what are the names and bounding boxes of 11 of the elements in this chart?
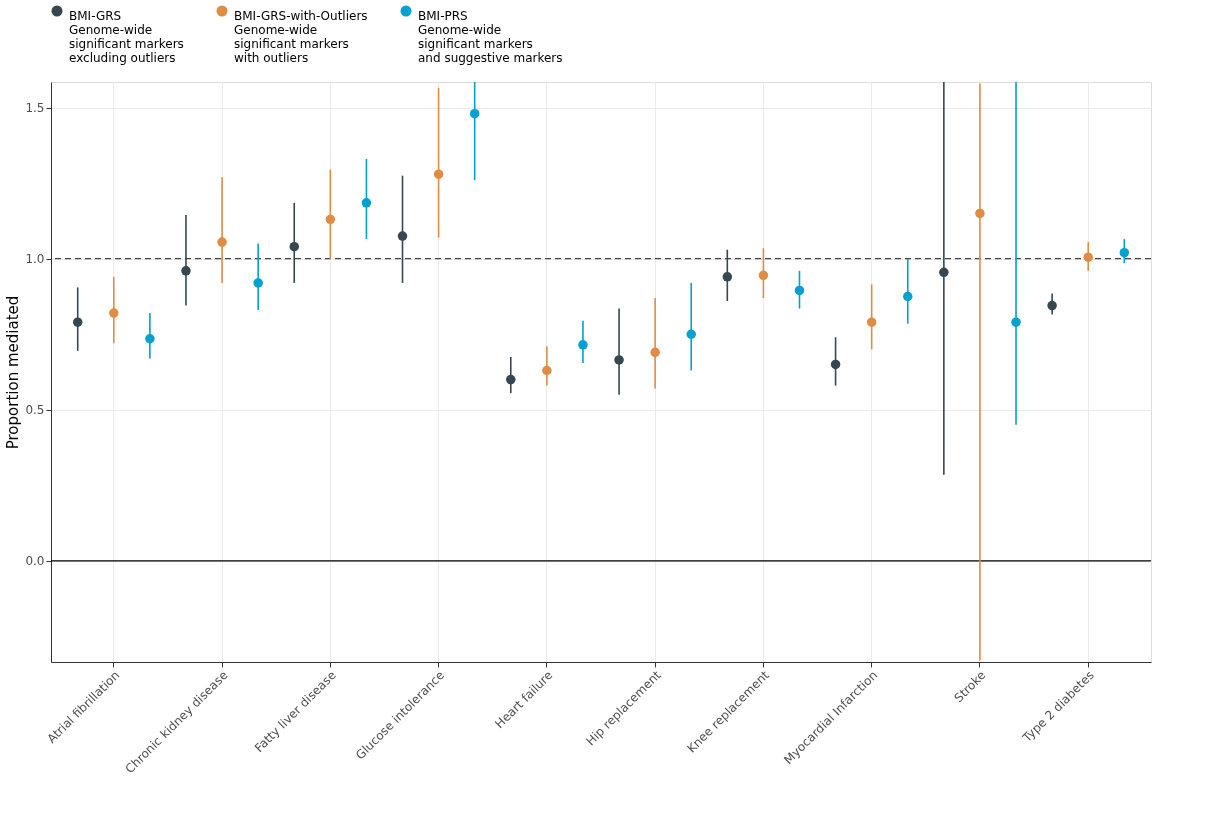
legend-label: BMI-GRS-with-Outliers [234, 9, 368, 23]
legend-label: BMI-GRS [69, 9, 122, 23]
legend-label: BMI-PRS [418, 9, 468, 23]
text: Genome-wide significant markers and suggestive markers [418, 23, 563, 65]
y-tick-label: 0.0 [25, 554, 45, 569]
y-tick-label: 1.0 [25, 252, 45, 267]
y-tick-label: 1.5 [25, 101, 45, 116]
text: Genome-wide significant markers excluding outliers [69, 23, 184, 65]
y-axis-title: Proportion mediated [4, 295, 23, 450]
y-tick-label: 0.5 [25, 403, 45, 418]
text: Genome-wide significant markers with outliers [234, 23, 349, 65]
